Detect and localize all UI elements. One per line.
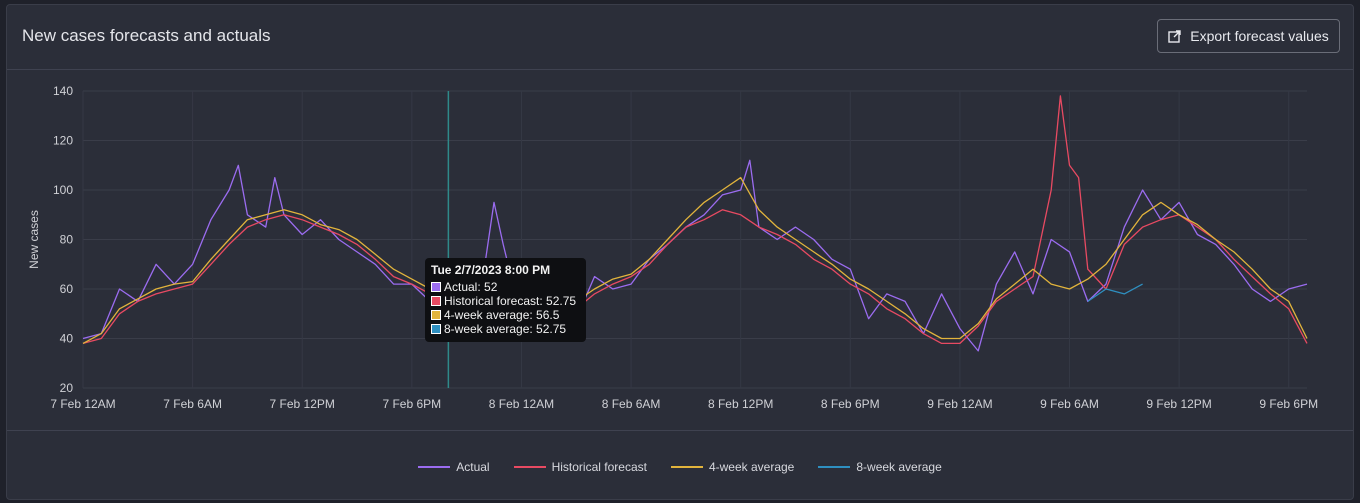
legend-item[interactable]: 4-week average [670, 460, 795, 474]
tooltip-swatch [431, 282, 441, 292]
export-forecast-button[interactable]: Export forecast values [1157, 19, 1340, 53]
x-tick-label: 8 Feb 12AM [489, 397, 554, 411]
tooltip-swatch [431, 310, 441, 320]
y-tick-label: 100 [53, 183, 73, 197]
x-tick-label: 8 Feb 6PM [821, 397, 880, 411]
series-line-4-week-average [82, 176, 1308, 344]
y-tick-label: 60 [60, 282, 74, 296]
chart-panel: New cases forecasts and actuals Export f… [6, 4, 1354, 500]
legend-label: Historical forecast [551, 460, 647, 474]
tooltip-swatch [431, 296, 441, 306]
x-tick-label: 8 Feb 6AM [602, 397, 661, 411]
y-tick-label: 20 [60, 381, 74, 395]
x-tick-label: 9 Feb 12AM [927, 397, 992, 411]
legend-item[interactable]: Actual [418, 460, 490, 474]
tooltip-value: Historical forecast: 52.75 [444, 294, 577, 308]
y-tick-label: 140 [53, 84, 73, 98]
tooltip-row: Historical forecast: 52.75 [431, 294, 580, 308]
tooltip-value: 8-week average: 52.75 [444, 322, 567, 336]
panel-title: New cases forecasts and actuals [22, 26, 271, 45]
legend-label: Actual [456, 460, 490, 474]
chart-tooltip: Tue 2/7/2023 8:00 PM Actual: 52 Historica… [425, 258, 586, 342]
series-line-8-week-average [1087, 283, 1143, 302]
x-tick-label: 9 Feb 12PM [1146, 397, 1211, 411]
legend-label: 4-week average [708, 460, 795, 474]
export-icon [1168, 30, 1181, 43]
series-line-actual [82, 159, 1308, 352]
tooltip-value: 4-week average: 56.5 [444, 308, 560, 322]
x-tick-label: 7 Feb 6AM [163, 397, 222, 411]
tooltip-value: Actual: 52 [444, 280, 498, 294]
legend-swatch [418, 466, 451, 468]
legend-item[interactable]: Historical forecast [513, 460, 647, 474]
tooltip-row: Actual: 52 [431, 280, 580, 294]
x-tick-label: 7 Feb 6PM [382, 397, 441, 411]
x-tick-label: 8 Feb 12PM [708, 397, 773, 411]
tooltip-row: 4-week average: 56.5 [431, 308, 580, 322]
legend-label: 8-week average [856, 460, 942, 474]
legend-swatch [513, 466, 546, 468]
legend-swatch [670, 466, 703, 468]
legend-swatch [818, 466, 851, 468]
tooltip-row: 8-week average: 52.75 [431, 322, 580, 336]
x-tick-label: 7 Feb 12PM [270, 397, 335, 411]
y-tick-label: 40 [60, 332, 74, 346]
y-tick-label: 80 [60, 233, 74, 247]
legend-item[interactable]: 8-week average [818, 460, 942, 474]
panel-header: New cases forecasts and actuals Export f… [7, 5, 1353, 70]
x-tick-label: 9 Feb 6AM [1040, 397, 1099, 411]
tooltip-title: Tue 2/7/2023 8:00 PM [431, 263, 551, 277]
chart-area: 20 40 60 80 100 120 140 7 Feb 12AM 7 Feb 6AM 7 Fe… [7, 71, 1353, 431]
y-axis-label: New cases [27, 210, 41, 269]
legend: Actual Historical forecast 4-week average 8… [7, 452, 1353, 482]
x-tick-label: 7 Feb 12AM [50, 397, 115, 411]
x-tick-label: 9 Feb 6PM [1259, 397, 1318, 411]
y-tick-label: 120 [53, 134, 73, 148]
tooltip-swatch [431, 324, 441, 334]
series-line-historical-forecast [82, 95, 1308, 345]
export-button-label: Export forecast values [1190, 28, 1329, 44]
